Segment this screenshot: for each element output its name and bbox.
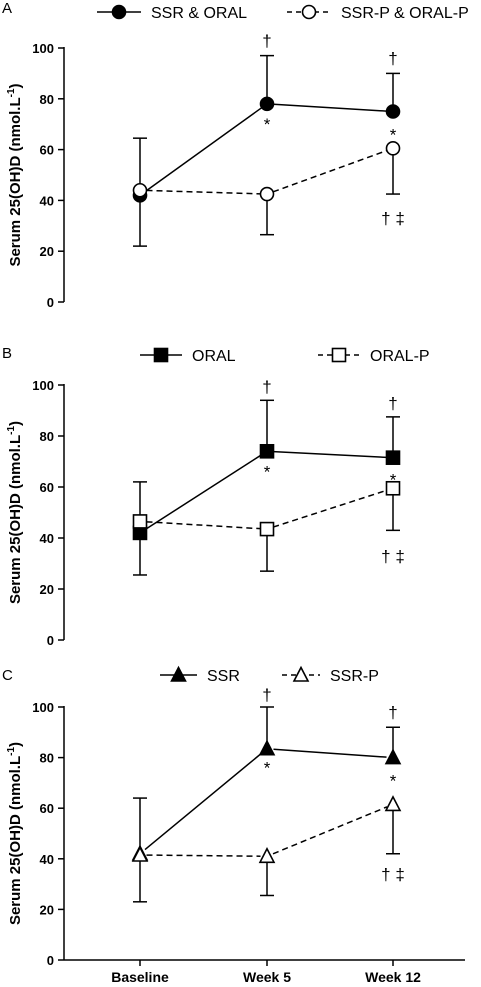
data-point [385, 450, 401, 465]
annotation: † [262, 377, 271, 396]
series-line [144, 752, 263, 851]
data-point [259, 443, 275, 459]
series-line [273, 103, 387, 112]
annotation: † [388, 703, 397, 722]
y-tick-label: 100 [32, 41, 54, 56]
y-tick-label: 0 [47, 953, 54, 968]
panel-a: A SSR & ORAL SSR-P & ORAL-P 0 20 40 60 80 100 Ser… [2, 0, 469, 310]
annotation: † ‡ [381, 547, 405, 566]
data-point [385, 141, 401, 156]
data-point [384, 748, 402, 765]
series-line [272, 806, 388, 855]
y-tick-label: 0 [47, 295, 54, 310]
data-point [131, 845, 149, 862]
y-axis-title: Serum 25(OH)D (nmol.L-1) [6, 742, 24, 925]
annotation: † ‡ [381, 865, 405, 884]
y-tick-label: 80 [40, 92, 54, 107]
data-point [258, 739, 276, 756]
legend-label: SSR-P & ORAL-P [341, 5, 469, 22]
y-tick-label: 100 [32, 700, 54, 715]
series-1 [131, 795, 402, 903]
series-line [146, 189, 261, 195]
legend-label: ORAL-P [370, 348, 430, 365]
annotation: † ‡ [381, 209, 405, 228]
legend-marker-1 [331, 347, 347, 363]
y-tick-label: 40 [40, 193, 54, 208]
y-tick-label: 20 [40, 582, 54, 597]
series-line [146, 521, 261, 530]
series-line [273, 450, 387, 459]
data-point [259, 96, 275, 112]
y-tick-label: 60 [40, 801, 54, 816]
data-point [258, 847, 276, 864]
y-tick-label: 80 [40, 429, 54, 444]
y-axis-title: Serum 25(OH)D (nmol.L-1) [6, 421, 24, 604]
series-0 [131, 706, 402, 861]
series-line [272, 149, 388, 193]
annotation: * [264, 463, 271, 482]
legend-marker-1 [301, 4, 317, 20]
series-1 [132, 480, 401, 576]
series-line [146, 854, 261, 857]
y-axis-title-close: ) [7, 421, 24, 426]
annotation: † [262, 685, 271, 704]
data-point [132, 514, 148, 529]
series-0 [132, 399, 401, 541]
legend-marker-0 [153, 347, 169, 363]
legend-marker-0 [111, 4, 127, 20]
y-axis-title-text: Serum 25(OH)D (nmol.L [7, 435, 24, 604]
annotation: † [262, 31, 271, 50]
x-tick-label: Baseline [111, 969, 169, 985]
y-axis-title: Serum 25(OH)D (nmol.L-1) [6, 83, 24, 266]
series-line [145, 454, 262, 531]
x-tick-label: Week 5 [243, 969, 291, 985]
y-tick-label: 100 [32, 378, 54, 393]
legend-marker-0 [170, 665, 187, 682]
legend-label: SSR-P [330, 668, 379, 685]
panel-c: C SSR SSR-P 0 20 40 60 80 100 Serum 25(OH)D (nmol… [2, 665, 465, 985]
y-axis-title-text: Serum 25(OH)D (nmol.L [7, 97, 24, 266]
data-point [385, 480, 401, 496]
y-tick-label: 40 [40, 852, 54, 867]
y-tick-label: 60 [40, 143, 54, 158]
annotation: * [390, 470, 397, 489]
annotation: † [388, 394, 397, 413]
panel-label: C [2, 667, 13, 684]
y-axis-title-sup: -1 [6, 747, 17, 756]
y-tick-label: 80 [40, 751, 54, 766]
series-line [144, 107, 263, 193]
y-tick-label: 60 [40, 480, 54, 495]
annotation: * [390, 125, 397, 144]
panel-label: A [2, 0, 12, 17]
annotation: † [388, 49, 397, 68]
y-tick-label: 40 [40, 531, 54, 546]
y-axis-title-sup: -1 [6, 88, 17, 97]
data-point [259, 521, 275, 537]
panel-label: B [2, 345, 12, 362]
series-1 [132, 141, 401, 247]
y-axis-title-sup: -1 [6, 426, 17, 435]
y-axis-title-text: Serum 25(OH)D (nmol.L [7, 756, 24, 925]
data-point [385, 104, 401, 119]
annotation: * [264, 115, 271, 134]
x-tick-label: Week 12 [365, 969, 421, 985]
y-axis-title-close: ) [7, 83, 24, 88]
y-tick-label: 20 [40, 902, 54, 917]
series-line [272, 489, 388, 528]
legend-marker-1 [292, 665, 310, 682]
annotation: * [390, 771, 397, 790]
data-point [132, 182, 148, 198]
series-line [273, 748, 387, 758]
legend-label: ORAL [192, 348, 236, 365]
y-axis-title-close: ) [7, 742, 24, 747]
panel-b: B ORAL ORAL-P 0 20 40 60 80 100 Serum 25(OH)D (nm… [2, 345, 430, 648]
legend-label: SSR & ORAL [151, 5, 247, 22]
data-point [384, 795, 402, 812]
legend-label: SSR [207, 668, 240, 685]
annotation: * [264, 759, 271, 778]
y-tick-label: 20 [40, 244, 54, 259]
y-tick-label: 0 [47, 633, 54, 648]
data-point [259, 186, 275, 202]
